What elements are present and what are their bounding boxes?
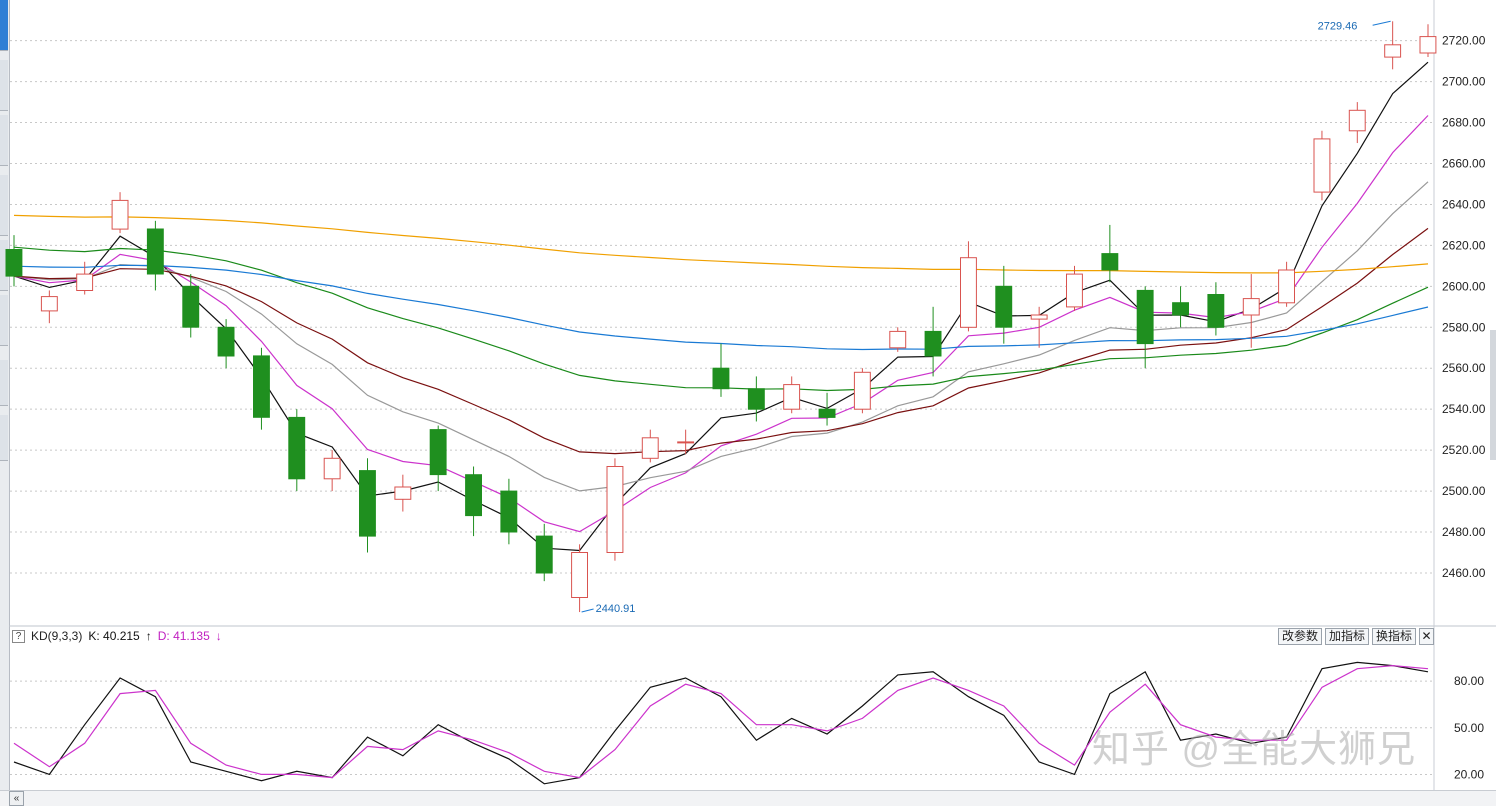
- price-tick-label: 2540.00: [1442, 402, 1486, 416]
- kd-d-value: D: 41.135: [157, 629, 210, 643]
- price-tick-label: 2460.00: [1442, 566, 1486, 580]
- candle-up: [641, 437, 659, 459]
- toolbar-tab[interactable]: [0, 115, 8, 166]
- ma-line-ma30: [13, 227, 1429, 455]
- kd-line-k: [13, 661, 1429, 785]
- toolbar-tab[interactable]: [0, 240, 8, 291]
- candle-down: [995, 285, 1013, 328]
- kd-header: ? KD(9,3,3) K: 40.215 ↑ D: 41.135 ↓: [12, 628, 222, 644]
- scroll-left-button[interactable]: «: [9, 791, 24, 806]
- price-tick-label: 2640.00: [1442, 197, 1486, 211]
- add-indicator-button[interactable]: 加指标: [1325, 628, 1370, 645]
- watermark: 知乎 @全能大狮兄: [1092, 729, 1417, 771]
- candle-up: [1066, 273, 1083, 308]
- price-tick-label: 2480.00: [1442, 525, 1486, 539]
- ma-line-ma250: [13, 214, 1429, 274]
- price-tick-label: 2700.00: [1442, 75, 1486, 89]
- kd-k-value: K: 40.215: [88, 629, 140, 643]
- candle-down: [146, 228, 164, 275]
- candle-up: [960, 257, 977, 328]
- candle-up: [606, 466, 624, 553]
- candle-down: [182, 285, 200, 328]
- toolbar-tab[interactable]: [0, 175, 8, 236]
- price-tick-label: 2580.00: [1442, 320, 1486, 334]
- high-annotation-arrow: [1372, 20, 1391, 26]
- kd-tick-label: 20.00: [1454, 767, 1484, 781]
- price-tick-label: 2660.00: [1442, 157, 1486, 171]
- close-icon[interactable]: ✕: [1419, 628, 1435, 645]
- candle-up: [1384, 44, 1402, 58]
- candle-up: [889, 330, 907, 349]
- price-tick-label: 2620.00: [1442, 238, 1486, 252]
- candle-up: [40, 296, 58, 312]
- candle-up: [1278, 269, 1295, 304]
- candle-up: [111, 199, 129, 230]
- k-up-arrow-icon: ↑: [145, 629, 152, 643]
- high-annotation-label: 2729.46: [1318, 20, 1358, 32]
- candle-down: [359, 470, 376, 537]
- toolbar-tab[interactable]: [0, 415, 8, 461]
- kd-indicator-name: KD(9,3,3): [31, 629, 83, 643]
- candle-down: [747, 388, 765, 410]
- price-tick-label: 2500.00: [1442, 484, 1486, 498]
- toolbar-tab[interactable]: [0, 60, 8, 111]
- ma-line-ma120: [13, 264, 1429, 351]
- modify-params-button[interactable]: 改参数: [1278, 628, 1323, 645]
- candle-up: [323, 457, 341, 480]
- ma-line-ma10: [13, 115, 1429, 533]
- candle-up: [783, 384, 801, 410]
- candle-up: [1030, 314, 1048, 320]
- date-axis-bar: [0, 790, 1496, 806]
- price-tick-label: 2600.00: [1442, 279, 1486, 293]
- candle-up: [1242, 298, 1260, 316]
- candle-down: [217, 326, 235, 357]
- toolbar-tab[interactable]: [0, 295, 8, 346]
- d-down-arrow-icon: ↓: [215, 629, 222, 643]
- toolbar-tab-active[interactable]: [0, 0, 8, 51]
- ma-line-ma5: [13, 61, 1429, 552]
- candle-up: [1419, 36, 1437, 54]
- kd-line-d: [13, 664, 1429, 779]
- candle-up: [1348, 109, 1366, 132]
- candle-down: [1172, 302, 1189, 316]
- candle-up: [76, 273, 94, 292]
- candle-down: [924, 330, 942, 357]
- switch-indicator-button[interactable]: 换指标: [1372, 628, 1417, 645]
- candle-down: [429, 429, 447, 476]
- price-tick-label: 2720.00: [1442, 34, 1486, 48]
- price-tick-label: 2560.00: [1442, 361, 1486, 375]
- candle-up: [1313, 138, 1331, 193]
- candle-down: [1207, 294, 1225, 328]
- candle-down: [535, 535, 553, 574]
- kd-tick-label: 80.00: [1454, 674, 1484, 688]
- price-tick-label: 2520.00: [1442, 443, 1486, 457]
- toolbar-tab[interactable]: [0, 360, 8, 406]
- right-scroll-handle[interactable]: [1490, 330, 1496, 460]
- left-toolbar: [0, 0, 10, 790]
- candle-up: [394, 486, 412, 500]
- candle-down: [712, 367, 730, 390]
- candle-down: [253, 355, 270, 418]
- candle-up: [677, 441, 695, 444]
- low-annotation-arrow: [581, 608, 594, 613]
- candle-down: [465, 474, 483, 517]
- candle-down: [1136, 289, 1154, 345]
- ma-line-ma20: [13, 181, 1429, 492]
- indicator-button-group: 改参数 加指标 换指标 ✕: [1278, 628, 1435, 645]
- kd-tick-label: 50.00: [1454, 721, 1484, 735]
- candle-down: [1101, 253, 1119, 271]
- candle-down: [500, 490, 518, 533]
- price-tick-label: 2680.00: [1442, 116, 1486, 130]
- candle-up: [853, 371, 871, 410]
- help-icon[interactable]: ?: [12, 629, 25, 643]
- candle-down: [5, 249, 23, 277]
- candle-up: [571, 552, 588, 598]
- candle-down: [818, 408, 836, 418]
- candle-down: [288, 416, 306, 480]
- low-annotation-label: 2440.91: [596, 603, 636, 615]
